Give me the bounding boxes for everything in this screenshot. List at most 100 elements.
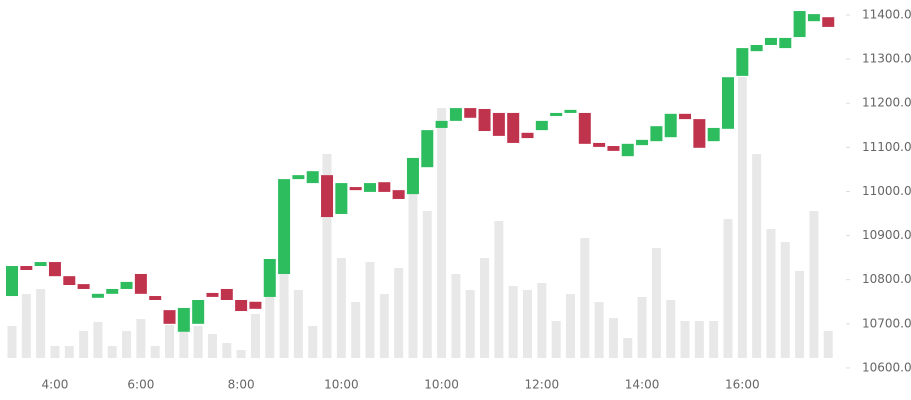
volume-bar (21, 294, 31, 358)
y-tick-label: 11200.0 (862, 96, 911, 110)
volume-bar (465, 290, 475, 358)
volume-bar (122, 331, 132, 358)
candle (278, 179, 291, 274)
candle (34, 262, 47, 267)
candle (679, 113, 692, 120)
volume-bar (637, 297, 647, 358)
candle (349, 187, 362, 191)
y-tick-label: 10600.0 (862, 360, 911, 374)
candle (249, 301, 262, 309)
volume-bar (93, 322, 103, 358)
volume-bar (795, 271, 805, 358)
candle (464, 108, 477, 118)
candle (6, 266, 18, 297)
volume-bar (608, 318, 618, 358)
candle (779, 37, 792, 49)
candle (149, 296, 162, 300)
candle (535, 120, 548, 131)
candle (621, 143, 634, 157)
candle (564, 109, 577, 113)
candle (736, 48, 749, 76)
volume-bar (537, 283, 547, 358)
volume-bar (580, 238, 590, 358)
volume-bar (594, 302, 604, 358)
candle (77, 284, 90, 289)
x-tick-label: 16:00 (725, 378, 760, 392)
x-tick-label: 6:00 (127, 378, 154, 392)
x-tick-label: 8:00 (228, 378, 255, 392)
volume-bar (136, 319, 146, 358)
candle (707, 127, 720, 142)
volume-bar (265, 273, 275, 358)
volume-bar (250, 314, 260, 358)
volume-bar (308, 326, 318, 358)
volume-bar (551, 321, 561, 358)
candle (492, 112, 505, 136)
volume-bar (64, 346, 74, 358)
volume-bar (7, 326, 17, 358)
volume-bar (236, 350, 246, 358)
candle (177, 307, 190, 332)
candle (48, 262, 61, 277)
volume-bar (150, 346, 160, 358)
candle (822, 17, 835, 27)
candle (392, 190, 405, 199)
candle (507, 112, 520, 143)
volume-bar (279, 203, 289, 358)
candle (478, 108, 491, 132)
volume-bar (494, 221, 504, 358)
x-tick-label: 12:00 (525, 378, 560, 392)
volume-bar (394, 268, 404, 358)
volume-bar (322, 154, 332, 358)
candle (364, 183, 376, 192)
volume-bar (508, 286, 518, 358)
candle (378, 182, 391, 192)
candle (593, 142, 606, 147)
candle (134, 273, 147, 294)
candle (235, 300, 248, 312)
volume-bar (422, 211, 432, 358)
volume-bar (780, 242, 790, 358)
volume-bar (766, 229, 776, 358)
volume-bar (222, 343, 232, 358)
volume-bar (523, 290, 533, 358)
volume-bar (752, 154, 762, 358)
volume-bar (737, 77, 747, 358)
candle (292, 175, 305, 180)
y-tick-label: 10700.0 (862, 316, 911, 330)
y-tick-label: 11400.0 (862, 8, 911, 22)
candle (192, 300, 205, 324)
volume-bar (451, 274, 461, 358)
candle (449, 108, 462, 121)
candle (521, 132, 534, 139)
candle (722, 77, 734, 129)
candle (63, 276, 76, 285)
candle (20, 266, 33, 270)
candle (406, 157, 419, 195)
volume-bar (379, 294, 389, 358)
candle (91, 293, 104, 298)
candle (220, 288, 233, 300)
candle (120, 281, 133, 289)
volume-bar (207, 334, 217, 358)
volume-bar (179, 326, 189, 358)
y-tick-label: 11100.0 (862, 140, 911, 154)
volume-bar (823, 331, 833, 358)
candle (650, 126, 663, 142)
volume-bar (351, 302, 361, 358)
volume-bar (293, 290, 303, 358)
volume-bar (651, 248, 661, 358)
y-tick-label: 11000.0 (862, 184, 911, 198)
volume-bar (565, 294, 575, 358)
volume-bar (680, 321, 690, 358)
candle (764, 37, 777, 45)
volume-bar (723, 219, 733, 358)
volume-bar (480, 258, 490, 358)
volume-bar (809, 211, 819, 358)
volume-bar (666, 300, 676, 358)
x-tick-label: 10:00 (324, 378, 359, 392)
volume-bar (36, 289, 46, 358)
volume-bar (50, 346, 60, 358)
